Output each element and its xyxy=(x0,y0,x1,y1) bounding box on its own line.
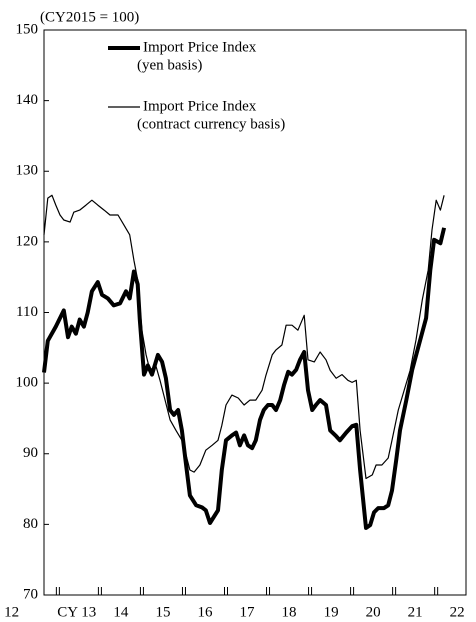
y-tick-label: 90 xyxy=(23,445,38,461)
x-tick-label: 20 xyxy=(366,604,381,620)
y-tick-label: 130 xyxy=(16,163,39,179)
x-tick-label: 16 xyxy=(197,604,213,620)
x-tick-label: 22 xyxy=(450,604,465,620)
y-tick-label: 120 xyxy=(16,233,39,249)
series-line xyxy=(42,227,447,530)
legend-label: Import Price Index xyxy=(143,98,257,114)
y-tick-label: 140 xyxy=(16,92,39,108)
y-tick-label: 80 xyxy=(23,516,38,532)
chart-subtitle: (CY2015 = 100) xyxy=(40,9,139,25)
legend-label: (contract currency basis) xyxy=(137,116,285,132)
y-tick-label: 150 xyxy=(16,21,39,37)
x-tick-label: 12 xyxy=(4,604,19,620)
x-tick-label: 15 xyxy=(155,604,170,620)
legend-label: Import Price Index xyxy=(143,39,257,55)
x-tick-label: 19 xyxy=(324,604,339,620)
plot-frame xyxy=(43,29,467,596)
x-tick-label: 14 xyxy=(113,604,129,620)
y-tick-label: 100 xyxy=(16,375,39,391)
y-tick-label: 70 xyxy=(23,586,38,602)
x-tick-label: 17 xyxy=(240,604,256,620)
series-line xyxy=(43,194,445,480)
y-tick-label: 110 xyxy=(16,304,38,320)
x-tick-label: 18 xyxy=(282,604,297,620)
legend-label: (yen basis) xyxy=(137,57,202,73)
x-tick-label: CY 13 xyxy=(57,604,96,620)
x-tick-label: 21 xyxy=(408,604,423,620)
